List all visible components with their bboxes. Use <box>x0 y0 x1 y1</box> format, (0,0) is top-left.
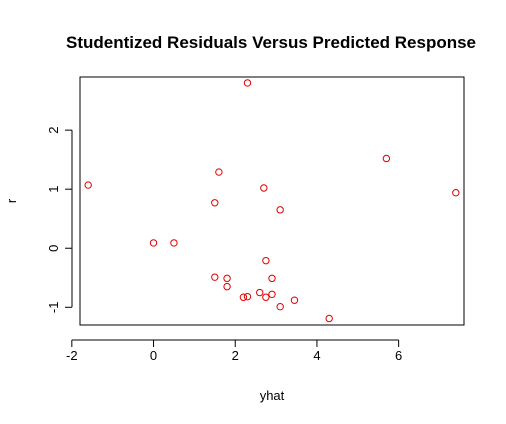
x-tick-label: -2 <box>66 348 78 363</box>
y-tick-label: -1 <box>46 302 61 314</box>
x-axis-label: yhat <box>260 388 285 403</box>
data-point <box>290 296 299 304</box>
y-axis: -1 0 1 2 <box>46 127 73 314</box>
x-tick-label: 4 <box>313 348 320 363</box>
data-point <box>215 168 223 176</box>
data-point <box>268 290 276 298</box>
y-tick-label: 2 <box>46 127 61 134</box>
y-axis-label: r <box>4 198 19 203</box>
data-point <box>170 239 178 247</box>
data-point <box>223 274 231 283</box>
chart-title: Studentized Residuals Versus Predicted R… <box>66 33 476 52</box>
data-point <box>239 293 248 301</box>
data-point <box>260 184 268 192</box>
data-point <box>382 154 391 163</box>
data-point <box>268 274 276 283</box>
data-point <box>276 206 284 214</box>
data-point <box>276 302 284 311</box>
data-point <box>452 189 460 197</box>
data-point <box>262 256 270 265</box>
data-point <box>149 239 158 247</box>
x-axis: -2 0 2 4 6 <box>66 339 402 363</box>
data-point <box>243 79 252 87</box>
x-tick-label: 6 <box>395 348 402 363</box>
data-point <box>211 199 219 207</box>
y-tick-label: 1 <box>46 186 61 193</box>
data-point <box>325 314 333 323</box>
data-point <box>84 181 92 189</box>
plot-frame <box>79 76 465 326</box>
data-point <box>262 293 270 301</box>
data-point <box>243 292 252 301</box>
x-tick-label: 2 <box>232 348 239 363</box>
y-tick-label: 0 <box>46 245 61 252</box>
x-tick-label: 0 <box>150 348 157 363</box>
data-point <box>211 273 219 281</box>
data-point <box>256 288 264 297</box>
data-point <box>223 282 231 291</box>
data-points <box>84 79 460 323</box>
